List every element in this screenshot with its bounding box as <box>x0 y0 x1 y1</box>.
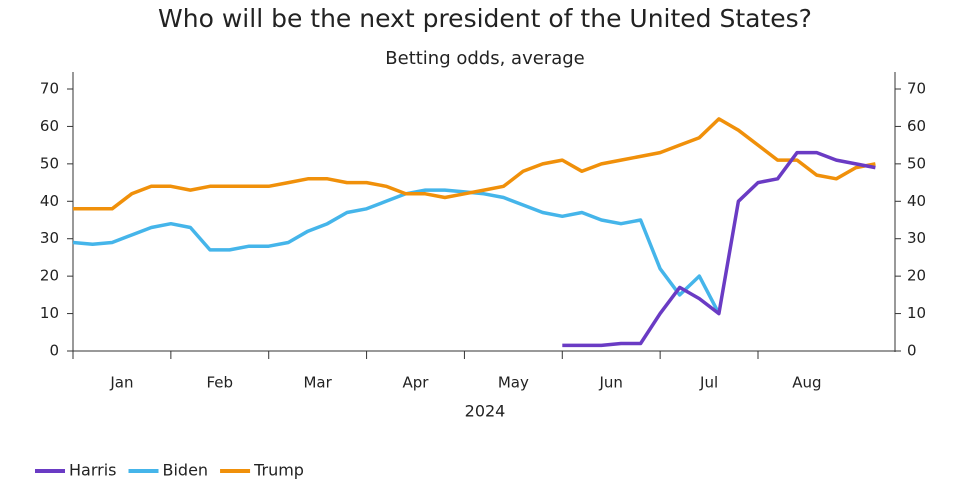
y2-tick-label: 40 <box>907 192 926 210</box>
x-tick-label: Aug <box>792 374 821 392</box>
y2-tick-label: 0 <box>907 342 917 360</box>
series-line <box>562 150 876 348</box>
legend-label: Biden <box>163 461 209 480</box>
legend-label: Trump <box>253 461 304 480</box>
x-tick-label: Apr <box>403 374 430 392</box>
y-tick-label: 0 <box>49 342 59 360</box>
y-tick-label: 40 <box>40 192 59 210</box>
x-tick-label: May <box>498 374 529 392</box>
x-tick-label: Jul <box>699 374 718 392</box>
y2-tick-label: 70 <box>907 80 926 98</box>
y2-tick-label: 50 <box>907 154 926 172</box>
x-tick-label: Mar <box>303 374 332 392</box>
y-tick-label: 30 <box>40 229 59 247</box>
y-tick-label: 10 <box>40 304 59 322</box>
y2-tick-label: 60 <box>907 117 926 135</box>
x-tick-label: Jan <box>109 374 133 392</box>
chart-title: Who will be the next president of the Un… <box>158 4 812 33</box>
y-tick-label: 70 <box>40 80 59 98</box>
y2-tick-label: 30 <box>907 229 926 247</box>
legend-label: Harris <box>69 461 117 480</box>
x-tick-label: Jun <box>598 374 622 392</box>
y2-tick-label: 10 <box>907 304 926 322</box>
y-tick-label: 50 <box>40 154 59 172</box>
y-tick-label: 60 <box>40 117 59 135</box>
series-line <box>73 117 876 211</box>
x-tick-label: Feb <box>207 374 234 392</box>
x-axis-label: 2024 <box>465 402 506 421</box>
y2-tick-label: 20 <box>907 267 926 285</box>
y-tick-label: 20 <box>40 267 59 285</box>
chart-subtitle: Betting odds, average <box>385 48 584 69</box>
series-line <box>72 188 721 315</box>
